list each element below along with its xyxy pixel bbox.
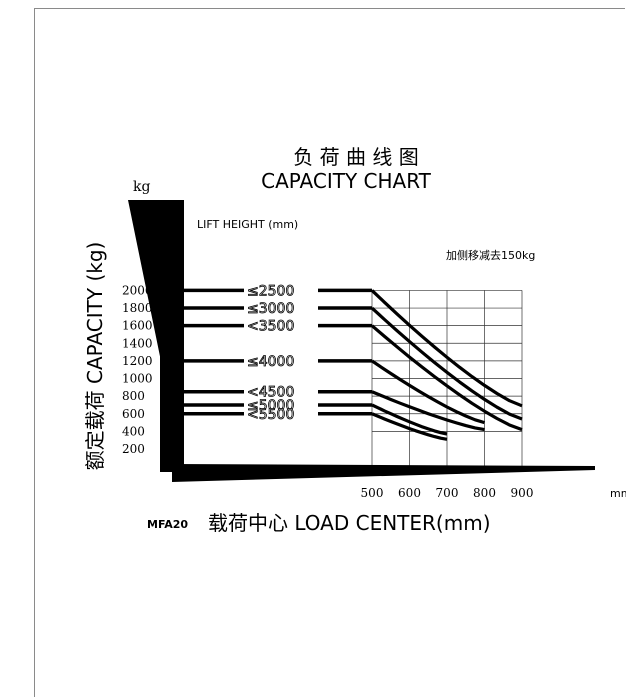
lift-height-label: LIFT HEIGHT (mm) [197, 218, 298, 231]
kg-unit-label: kg [133, 179, 150, 195]
y-tick-label: 1400 [122, 336, 153, 350]
series-curve [371, 412, 448, 441]
series-curve [370, 306, 523, 421]
series-6: <5500 [182, 406, 448, 441]
series-label: <4500 [247, 385, 294, 401]
series-label: ≤4000 [247, 354, 294, 370]
side-shift-note: 加侧移减去150kg [446, 249, 535, 262]
series-3: ≤4000 [182, 353, 485, 425]
series-4: <4500 [182, 384, 485, 432]
y-axis-cap [128, 200, 184, 464]
x-tick-label: 600 [398, 486, 421, 500]
y-tick-label: 1200 [122, 354, 153, 368]
series-label: ≤3000 [247, 301, 294, 317]
x-axis [172, 464, 595, 482]
y-tick-label: 2000 [122, 283, 153, 297]
y-tick-label: 1000 [122, 372, 153, 386]
series-label: ≤2500 [247, 283, 294, 299]
x-axis-label: 载荷中心 LOAD CENTER(mm) [208, 511, 491, 535]
y-tick-label: 200 [122, 442, 145, 456]
y-axis-label: 额定载荷 CAPACITY (kg) [83, 242, 107, 471]
y-tick-label: 1800 [122, 301, 153, 315]
chart-frame [34, 8, 625, 697]
model-label: MFA20 [147, 518, 188, 531]
chart-title: CAPACITY CHART [261, 169, 432, 193]
grid [371, 290, 523, 469]
capacity-curves: ≤2500 ≤3000 <3500 ≤4000 <4500≤5000<5500 [182, 283, 523, 441]
tick-labels: 2000 1800 1600 1400 1200 1000 800 600 400 200 500 6… [122, 283, 533, 500]
series-label: ≤5000 [247, 398, 294, 414]
x-unit-label: mm [610, 487, 626, 500]
series-0: ≤2500 [182, 283, 523, 408]
y-tick-label: 1600 [122, 319, 153, 333]
series-curve [370, 289, 523, 408]
series-2: <3500 [182, 318, 523, 432]
x-tick-label: 800 [473, 486, 496, 500]
series-5: ≤5000 [182, 398, 448, 436]
x-tick-label: 700 [436, 486, 459, 500]
chart-title-cn: 负 荷 曲 线 图 [293, 145, 418, 169]
y-tick-label: 400 [122, 424, 145, 438]
series-label: <3500 [247, 319, 294, 335]
x-tick-label: 900 [511, 486, 534, 500]
series-1: ≤3000 [182, 301, 523, 421]
y-tick-label: 600 [122, 407, 145, 421]
x-tick-label: 500 [361, 486, 384, 500]
series-label: <5500 [247, 407, 294, 423]
series-curve [371, 359, 485, 425]
y-tick-label: 800 [122, 389, 145, 403]
series-curve [371, 390, 485, 432]
axes [128, 200, 595, 482]
series-curve [371, 403, 448, 436]
series-curve [370, 324, 523, 432]
